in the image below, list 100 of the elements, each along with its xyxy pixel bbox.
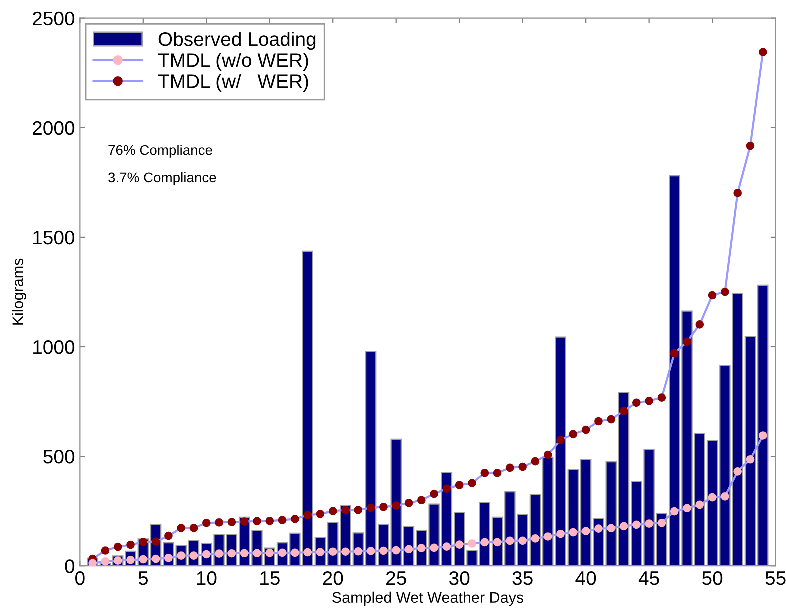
point (328, 507, 338, 516)
point (645, 520, 654, 528)
point (430, 544, 438, 552)
point (404, 499, 414, 508)
point (531, 457, 540, 466)
point (683, 504, 692, 513)
point (101, 558, 110, 566)
annotation: 3.7% Compliance (108, 172, 216, 186)
y-axis-title: Kilograms (12, 258, 27, 325)
point (455, 481, 464, 490)
point (392, 502, 401, 510)
point (342, 506, 350, 514)
point (380, 502, 388, 512)
point (721, 492, 730, 501)
point (594, 524, 603, 534)
x-tick-label: 55 (766, 572, 786, 586)
point (620, 522, 628, 531)
point (683, 338, 692, 346)
point (556, 530, 565, 538)
point (556, 436, 565, 445)
point (114, 542, 122, 552)
point (569, 430, 578, 439)
point (506, 536, 514, 546)
x-tick-label: 30 (450, 571, 470, 586)
x-tick-label: 45 (638, 572, 660, 586)
point (658, 394, 666, 402)
point (455, 540, 464, 550)
point (342, 548, 350, 556)
point (582, 426, 590, 434)
point (480, 538, 490, 547)
y-tick-label: 2000 (33, 121, 75, 136)
y-tick-label: 500 (44, 450, 75, 464)
point (632, 398, 641, 408)
point (366, 547, 376, 556)
point (480, 469, 490, 478)
point (708, 493, 717, 502)
point (328, 548, 338, 556)
point (468, 540, 476, 548)
point (404, 545, 414, 554)
point (139, 538, 148, 546)
point (430, 490, 438, 498)
y-tick-label: 1000 (34, 340, 75, 354)
point (291, 515, 300, 524)
point (304, 548, 312, 557)
point (658, 518, 666, 528)
point (645, 396, 654, 406)
x-axis-title: Sampled Wet Weather Days (332, 592, 524, 606)
point (544, 532, 552, 541)
legend-label: Observed Loading (158, 32, 316, 50)
point (354, 506, 363, 514)
point (696, 500, 704, 510)
legend-label: TMDL (w/o WER) (158, 53, 308, 72)
point (721, 288, 730, 296)
point (518, 462, 527, 472)
point (708, 291, 717, 300)
point (316, 510, 325, 518)
point (240, 549, 249, 558)
legend-label: TMDL (w/ WER) (158, 74, 308, 92)
point (164, 532, 173, 540)
point (531, 534, 540, 543)
x-tick-label: 10 (197, 571, 217, 586)
point (139, 555, 148, 564)
point (746, 455, 755, 464)
y-tick-label: 2500 (33, 12, 75, 26)
annotation: 76% Compliance (108, 144, 212, 158)
point (632, 520, 641, 530)
point (101, 546, 110, 555)
point (620, 407, 628, 416)
point (190, 524, 198, 532)
point (607, 524, 616, 533)
point (126, 540, 135, 550)
y-tick-label: 0 (65, 560, 75, 574)
point (417, 496, 426, 505)
point (696, 320, 704, 329)
point (177, 524, 186, 532)
point (544, 450, 552, 460)
point (758, 432, 768, 440)
point (240, 518, 249, 526)
x-tick-label: 20 (323, 571, 344, 586)
point (202, 518, 211, 528)
point (746, 142, 755, 150)
point (278, 516, 287, 524)
point (670, 349, 679, 358)
x-tick-label: 50 (702, 571, 723, 586)
point (366, 504, 376, 512)
point (734, 468, 742, 476)
point (215, 518, 224, 527)
point (152, 554, 160, 564)
point (392, 546, 401, 555)
point (228, 518, 236, 526)
point (266, 517, 274, 526)
point (468, 479, 476, 488)
point (506, 464, 514, 472)
point (582, 527, 590, 536)
point (304, 511, 312, 520)
point (594, 417, 603, 426)
point (493, 538, 502, 547)
point (253, 517, 262, 526)
x-tick-label: 5 (138, 572, 148, 586)
point (758, 48, 768, 56)
